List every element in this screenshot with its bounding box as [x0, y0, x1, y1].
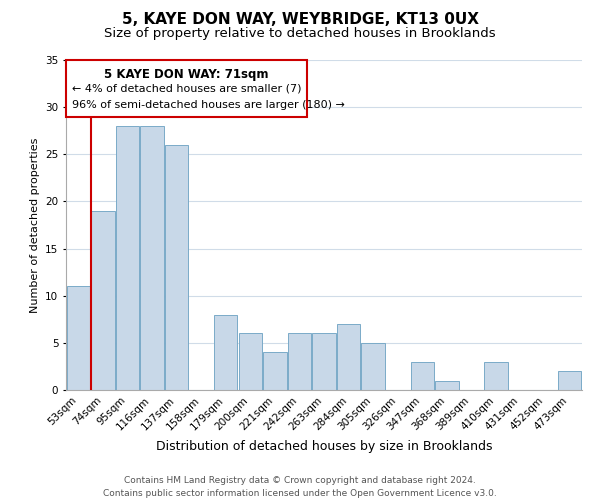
Bar: [435, 380, 458, 390]
Text: Contains HM Land Registry data © Crown copyright and database right 2024.
Contai: Contains HM Land Registry data © Crown c…: [103, 476, 497, 498]
Text: ← 4% of detached houses are smaller (7): ← 4% of detached houses are smaller (7): [71, 84, 301, 94]
Bar: [214, 314, 238, 390]
Bar: [558, 371, 581, 390]
Text: 5, KAYE DON WAY, WEYBRIDGE, KT13 0UX: 5, KAYE DON WAY, WEYBRIDGE, KT13 0UX: [121, 12, 479, 28]
Bar: [361, 343, 385, 390]
Bar: [484, 362, 508, 390]
Bar: [91, 211, 115, 390]
Bar: [165, 145, 188, 390]
Bar: [337, 324, 360, 390]
Text: 5 KAYE DON WAY: 71sqm: 5 KAYE DON WAY: 71sqm: [104, 68, 269, 80]
FancyBboxPatch shape: [67, 60, 307, 116]
Bar: [263, 352, 287, 390]
Bar: [67, 286, 90, 390]
Bar: [140, 126, 164, 390]
Bar: [239, 334, 262, 390]
X-axis label: Distribution of detached houses by size in Brooklands: Distribution of detached houses by size …: [156, 440, 492, 453]
Y-axis label: Number of detached properties: Number of detached properties: [29, 138, 40, 312]
Bar: [288, 334, 311, 390]
Bar: [313, 334, 335, 390]
Text: 96% of semi-detached houses are larger (180) →: 96% of semi-detached houses are larger (…: [71, 100, 344, 110]
Bar: [410, 362, 434, 390]
Text: Size of property relative to detached houses in Brooklands: Size of property relative to detached ho…: [104, 28, 496, 40]
Bar: [116, 126, 139, 390]
